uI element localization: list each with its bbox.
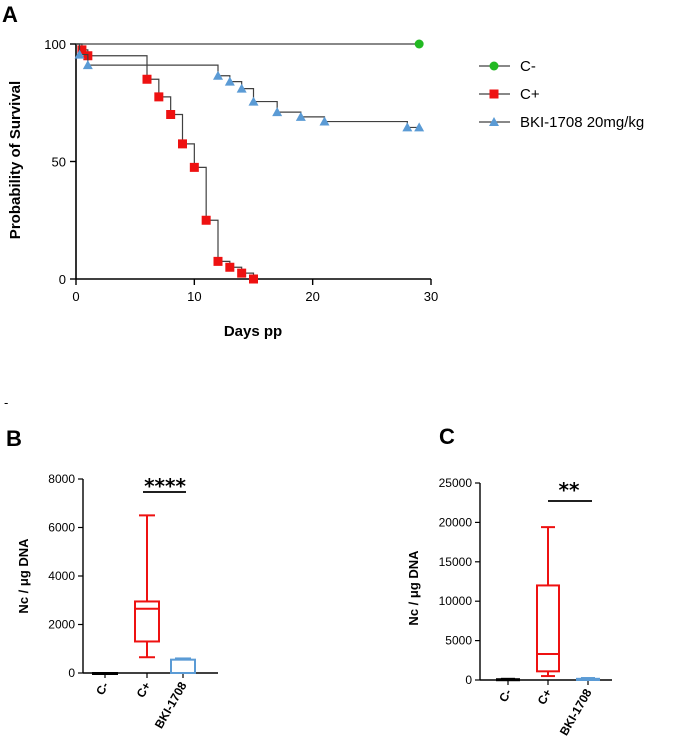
x-tick-label: 10 xyxy=(187,289,201,304)
data-point xyxy=(166,110,176,119)
y-tick-label: 25000 xyxy=(439,476,473,490)
survival-line xyxy=(76,43,420,129)
box-c-plus xyxy=(536,526,560,678)
data-point xyxy=(414,39,424,49)
data-point xyxy=(189,162,199,172)
legend-entry: C- xyxy=(479,58,536,75)
y-axis-title: Nc / μg DNA xyxy=(16,538,31,614)
y-tick-label: 8000 xyxy=(48,472,75,486)
axes: 0 50 100 0 10 20 30 xyxy=(44,37,438,304)
y-tick-label: 5000 xyxy=(445,634,472,648)
box-c-minus xyxy=(496,677,520,682)
data-point xyxy=(272,107,283,117)
data-point xyxy=(74,49,85,59)
x-tick-label: BKI-1708 xyxy=(557,686,595,738)
panel-c: C Nc / μg DNA ** 0 5000 10000 15000 20000 250… xyxy=(406,424,612,738)
x-tick-label: C- xyxy=(93,680,111,698)
plot-area: 0 2000 4000 6000 8000 C- C+BKI-1708 xyxy=(48,472,218,731)
data-point xyxy=(178,139,187,149)
iqr-box xyxy=(536,584,560,673)
x-tick-label: 20 xyxy=(305,289,319,304)
panel-b: B Nc / μg DNA **** 0 2000 4000 6000 8000 C- C+… xyxy=(6,426,218,731)
iqr-box xyxy=(170,658,196,674)
series-c-minus xyxy=(76,39,424,49)
significance-stars: **** xyxy=(144,474,186,498)
plot-area: 0 5000 10000 15000 20000 25000 C- C+ BKI-1708 xyxy=(439,476,612,738)
plot-area xyxy=(74,39,425,284)
data-point xyxy=(142,74,152,84)
legend-entry: BKI-1708 20mg/kg xyxy=(479,114,644,131)
x-tick-label: BKI-1708 xyxy=(152,679,190,731)
legend-label: C+ xyxy=(520,86,540,103)
panel-a: A Probability of Survival Days pp 050100… xyxy=(2,2,644,340)
data-point xyxy=(414,122,425,132)
legend-marker xyxy=(489,61,499,71)
x-tick-label: C+ xyxy=(134,680,154,701)
survival-line xyxy=(76,43,255,279)
legend-marker xyxy=(489,117,499,126)
data-point xyxy=(201,215,211,225)
y-tick-label: 50 xyxy=(52,155,66,170)
y-tick-label: 10000 xyxy=(439,594,473,608)
data-point xyxy=(213,256,223,266)
y-tick-label: 15000 xyxy=(439,555,473,569)
data-point xyxy=(236,83,247,93)
iqr-box xyxy=(134,600,160,643)
x-axis-title: Days pp xyxy=(224,323,282,340)
box-c-minus xyxy=(92,672,118,675)
box-bki-1708 xyxy=(170,657,196,674)
data-point xyxy=(249,274,258,284)
panel-letter-a: A xyxy=(2,2,18,27)
data-point xyxy=(237,268,247,278)
x-tick-label: C+ xyxy=(535,687,555,708)
legend-entry: C+ xyxy=(479,86,540,103)
legend-marker xyxy=(489,89,499,99)
stray-dash: - xyxy=(4,395,8,410)
y-tick-label: 0 xyxy=(59,272,66,287)
significance-stars: ** xyxy=(559,478,580,502)
legend-label: BKI-1708 20mg/kg xyxy=(520,114,644,131)
data-point xyxy=(224,76,235,86)
y-tick-label: 6000 xyxy=(48,521,75,535)
legend-label: C- xyxy=(520,58,536,75)
panel-letter-c: C xyxy=(439,424,455,449)
x-tick-label: 0 xyxy=(72,289,79,304)
y-axis-title: Nc / μg DNA xyxy=(406,550,421,626)
data-point xyxy=(213,70,223,80)
y-tick-label: 0 xyxy=(465,673,472,687)
x-tick-label: C- xyxy=(496,687,514,705)
series-bki-1708 xyxy=(74,43,425,132)
box-c-plus xyxy=(134,514,160,659)
data-point xyxy=(319,116,330,126)
y-tick-label: 0 xyxy=(68,666,75,680)
y-axis-title: Probability of Survival xyxy=(7,81,24,239)
data-point xyxy=(154,92,164,102)
data-point xyxy=(225,262,235,272)
y-tick-label: 100 xyxy=(44,37,66,52)
data-point xyxy=(402,122,413,132)
y-tick-label: 2000 xyxy=(48,618,75,632)
data-point xyxy=(248,96,259,106)
x-tick-label: 30 xyxy=(424,289,438,304)
data-point xyxy=(77,45,87,55)
panel-letter-b: B xyxy=(6,426,22,451)
legend: C- C+ BKI-1708 20mg/kg xyxy=(479,58,644,131)
box-bki-1708 xyxy=(576,677,600,681)
y-tick-label: 4000 xyxy=(48,569,75,583)
data-point xyxy=(295,111,306,121)
y-tick-label: 20000 xyxy=(439,515,473,529)
data-point xyxy=(82,60,93,70)
